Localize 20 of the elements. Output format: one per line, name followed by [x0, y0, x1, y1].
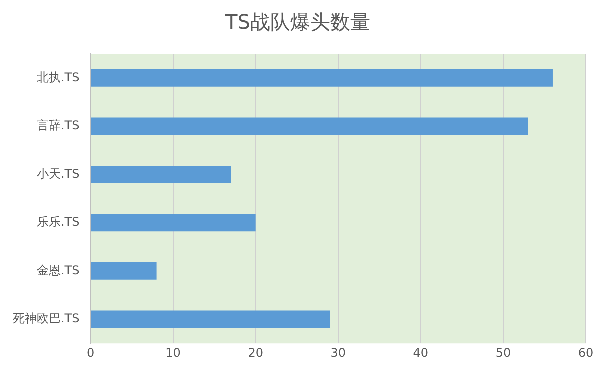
bar [91, 262, 157, 280]
y-tick-label: 死神欧巴.TS [12, 312, 80, 326]
bar [91, 214, 256, 232]
x-tick-label: 40 [413, 346, 429, 360]
x-tick-label: 20 [248, 346, 264, 360]
y-tick-label: 言辞.TS [36, 118, 80, 133]
y-tick-label: 北执.TS [36, 70, 80, 84]
x-tick-label: 30 [330, 346, 346, 360]
bar [91, 118, 528, 136]
bar [91, 310, 330, 328]
y-tick-label: 乐乐.TS [36, 215, 80, 230]
bar [91, 69, 553, 87]
x-tick-label: 10 [166, 346, 181, 360]
bar [91, 166, 232, 184]
chart-title: TS战队爆头数量 [224, 10, 370, 34]
x-tick-label: 50 [496, 346, 512, 360]
y-tick-label: 小天.TS [36, 166, 80, 181]
x-tick-label: 60 [578, 346, 594, 360]
x-tick-label: 0 [86, 346, 95, 360]
y-tick-label: 金恩.TS [36, 263, 80, 278]
